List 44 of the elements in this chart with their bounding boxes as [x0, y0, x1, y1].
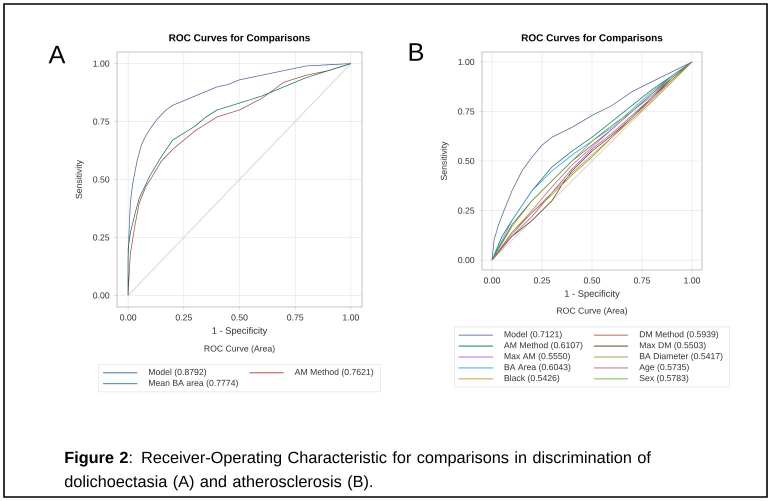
legend-title: ROC Curve (Area)	[204, 345, 275, 354]
text: A	[48, 46, 66, 64]
legend-label: BA Area (0.6043)	[504, 364, 570, 372]
legend-label: Mean BA area (0.7774)	[149, 380, 238, 388]
x-tick-label: 0.75	[634, 277, 650, 284]
legend-label: Black (0.5426)	[504, 374, 560, 383]
x-tick-label: 1.00	[343, 314, 359, 321]
chart-title: ROC Curves for Comparisons	[522, 34, 662, 44]
legend-label: Model (0.7121)	[504, 330, 562, 340]
y-axis-title: Sensitivity	[76, 160, 84, 199]
y-tick-label: 0.50	[458, 158, 474, 164]
chart-title: ROC Curves for Comparisons	[169, 34, 310, 44]
y-tick-label: 0.75	[458, 108, 474, 115]
x-tick-label: 0.25	[534, 277, 550, 284]
legend-label: Max AM (0.5550)	[504, 352, 570, 361]
x-tick-label: 0.00	[120, 314, 136, 321]
x-tick-label: 0.75	[287, 314, 304, 321]
y-tick-label: 0.25	[93, 234, 110, 241]
legend-label: AM Method (0.7621)	[294, 368, 374, 377]
legend-label: Model (0.8792)	[149, 368, 206, 377]
legend-label: Max DM (0.5503)	[640, 342, 706, 350]
x-tick-label: 0.50	[584, 277, 600, 284]
x-tick-label: 0.50	[231, 314, 248, 321]
legend-label: Sex (0.5783)	[640, 374, 688, 383]
y-tick-label: 0.00	[458, 257, 474, 264]
x-tick-label: 1.00	[684, 277, 700, 284]
y-tick-label: 0.00	[93, 292, 110, 298]
x-tick-label: 0.00	[484, 277, 500, 284]
x-axis-title: 1 - Specificity	[212, 327, 268, 336]
legend-label: BA Diameter (0.5417)	[640, 352, 722, 361]
text: Figure 2: Receiver-Operating Characteristic for comparisons in discrimination of dolichoectasia (A) and atherosclerosis (B).	[64, 451, 651, 490]
legend-title: ROC Curve (Area)	[557, 307, 628, 316]
y-tick-label: 1.00	[93, 60, 110, 67]
text: B	[410, 43, 424, 61]
y-tick-label: 0.25	[458, 207, 474, 214]
y-tick-label: 0.50	[93, 176, 110, 183]
legend-label: AM Method (0.6107)	[504, 342, 582, 350]
legend-label: Age (0.5735)	[639, 364, 689, 372]
x-axis-title: 1 - Specificity	[564, 290, 620, 299]
y-tick-label: 0.75	[93, 118, 110, 125]
y-axis-title: Sensitivity	[440, 142, 449, 180]
legend-label: DM Method (0.5939)	[640, 330, 718, 340]
y-tick-label: 1.00	[458, 58, 474, 65]
x-tick-label: 0.25	[176, 314, 192, 321]
